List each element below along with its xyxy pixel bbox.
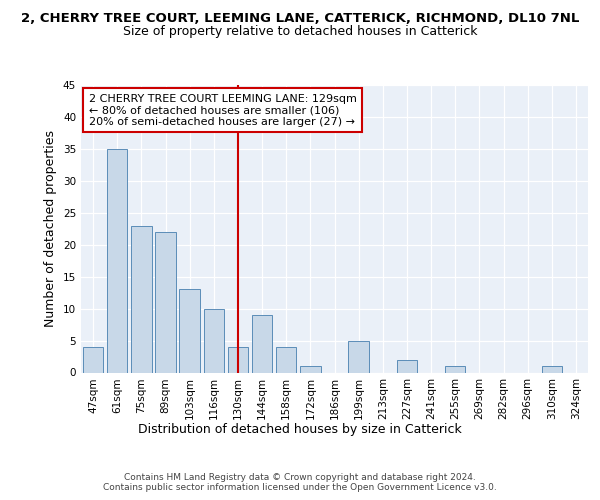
Bar (397, 360, 417, 372)
Text: 2 CHERRY TREE COURT LEEMING LANE: 129sqm
← 80% of detached houses are smaller (1: 2 CHERRY TREE COURT LEEMING LANE: 129sqm… (89, 94, 356, 127)
Bar (203, 308, 224, 372)
Text: Size of property relative to detached houses in Catterick: Size of property relative to detached ho… (123, 25, 477, 38)
Text: Distribution of detached houses by size in Catterick: Distribution of detached houses by size … (138, 422, 462, 436)
Bar (349, 340, 369, 372)
Text: Contains HM Land Registry data © Crown copyright and database right 2024.
Contai: Contains HM Land Registry data © Crown c… (103, 473, 497, 492)
Bar (107, 149, 127, 372)
Bar (276, 347, 296, 372)
Bar (252, 315, 272, 372)
Bar (179, 290, 200, 372)
Y-axis label: Number of detached properties: Number of detached properties (44, 130, 58, 327)
Text: 2, CHERRY TREE COURT, LEEMING LANE, CATTERICK, RICHMOND, DL10 7NL: 2, CHERRY TREE COURT, LEEMING LANE, CATT… (21, 12, 579, 26)
Bar (542, 366, 562, 372)
Bar (227, 347, 248, 372)
Bar (155, 232, 176, 372)
Bar (83, 347, 103, 372)
Bar (445, 366, 466, 372)
Bar (131, 226, 152, 372)
Bar (300, 366, 320, 372)
